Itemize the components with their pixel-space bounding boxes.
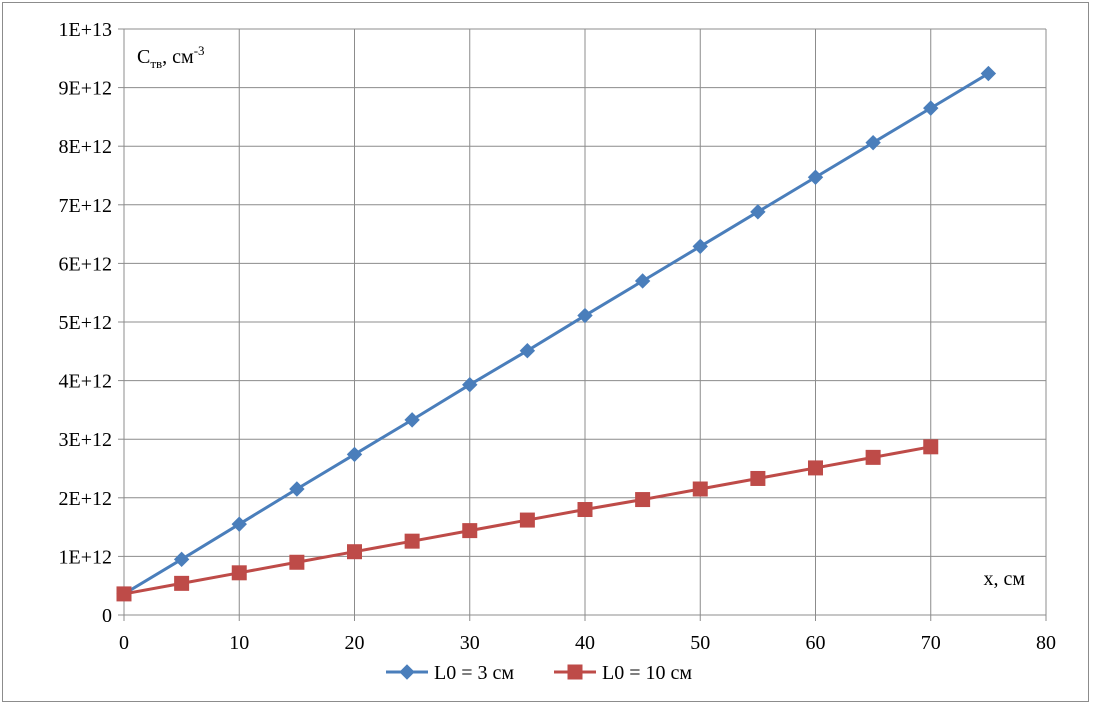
legend-label: L0 = 3 см — [434, 662, 514, 684]
axes — [118, 28, 1047, 621]
legend-marker — [399, 664, 415, 680]
data-point — [519, 343, 536, 359]
y-axis-title-rest: , см — [162, 46, 194, 68]
data-point — [462, 376, 478, 393]
y-tick-label: 8E+12 — [59, 136, 113, 158]
legend-item: L0 = 3 см — [386, 662, 514, 684]
data-point — [404, 533, 420, 549]
data-point — [750, 470, 766, 486]
data-point — [404, 412, 420, 428]
x-tick-label: 20 — [345, 632, 365, 654]
y-tick-label: 1E+13 — [59, 19, 113, 41]
legend-marker — [567, 664, 583, 680]
legend-label: L0 = 10 см — [602, 662, 692, 684]
y-tick-label: 6E+12 — [59, 253, 113, 275]
y-tick-label: 5E+12 — [59, 312, 113, 334]
series-line — [123, 72, 990, 596]
y-tick-label: 1E+12 — [59, 546, 113, 568]
y-tick-label: 2E+12 — [59, 488, 113, 510]
data-point — [807, 169, 824, 185]
data-point — [692, 238, 708, 255]
x-axis-title: x, см — [983, 568, 1025, 590]
y-tick-label: 7E+12 — [59, 195, 113, 217]
data-point — [923, 439, 939, 455]
x-tick-label: 60 — [806, 632, 826, 654]
y-tick-label: 9E+12 — [59, 78, 113, 100]
data-point — [980, 65, 997, 82]
x-tick-label: 80 — [1036, 632, 1056, 654]
data-point — [173, 551, 190, 568]
data-point — [865, 449, 881, 465]
x-tick-label: 0 — [119, 632, 129, 654]
legend-item: L0 = 10 см — [554, 662, 692, 684]
data-point — [865, 134, 881, 151]
data-point — [116, 586, 132, 602]
x-tick-label: 30 — [460, 632, 480, 654]
y-tick-label: 0 — [102, 605, 112, 627]
data-point — [231, 565, 247, 581]
data-point — [750, 204, 766, 220]
data-point — [174, 575, 190, 591]
data-point — [808, 460, 823, 476]
series — [116, 65, 997, 602]
data-point — [634, 273, 651, 289]
data-point — [462, 523, 478, 539]
data-point — [346, 446, 363, 463]
y-axis-title: Cтв, см-3 — [137, 43, 205, 71]
svg-text:Cтв, см-3: Cтв, см-3 — [137, 43, 205, 71]
data-point — [923, 100, 939, 116]
data-point — [577, 502, 593, 518]
data-point — [635, 492, 651, 508]
data-point — [289, 481, 305, 497]
data-point — [289, 554, 305, 570]
legend: L0 = 3 см L0 = 10 см — [386, 662, 692, 684]
y-axis-title-sub: тв — [150, 56, 162, 71]
y-tick-label: 3E+12 — [59, 429, 113, 451]
x-tick-label: 10 — [229, 632, 249, 654]
data-point — [231, 516, 247, 532]
data-point — [692, 481, 708, 497]
x-tick-label: 40 — [575, 632, 595, 654]
y-tick-label: 4E+12 — [59, 371, 113, 393]
data-point — [519, 512, 535, 528]
y-axis-title-main: C — [137, 46, 150, 68]
x-tick-label: 70 — [921, 632, 941, 654]
data-point — [577, 307, 593, 324]
tick-labels: 0 10 20 30 40 50 60 70 80 0 1E+12 2E+12 3E+12 4E+12 5E… — [59, 19, 1057, 654]
y-axis-title-sup: -3 — [194, 43, 205, 58]
series-2 — [116, 439, 939, 602]
data-point — [347, 544, 362, 560]
x-tick-label: 50 — [690, 632, 710, 654]
